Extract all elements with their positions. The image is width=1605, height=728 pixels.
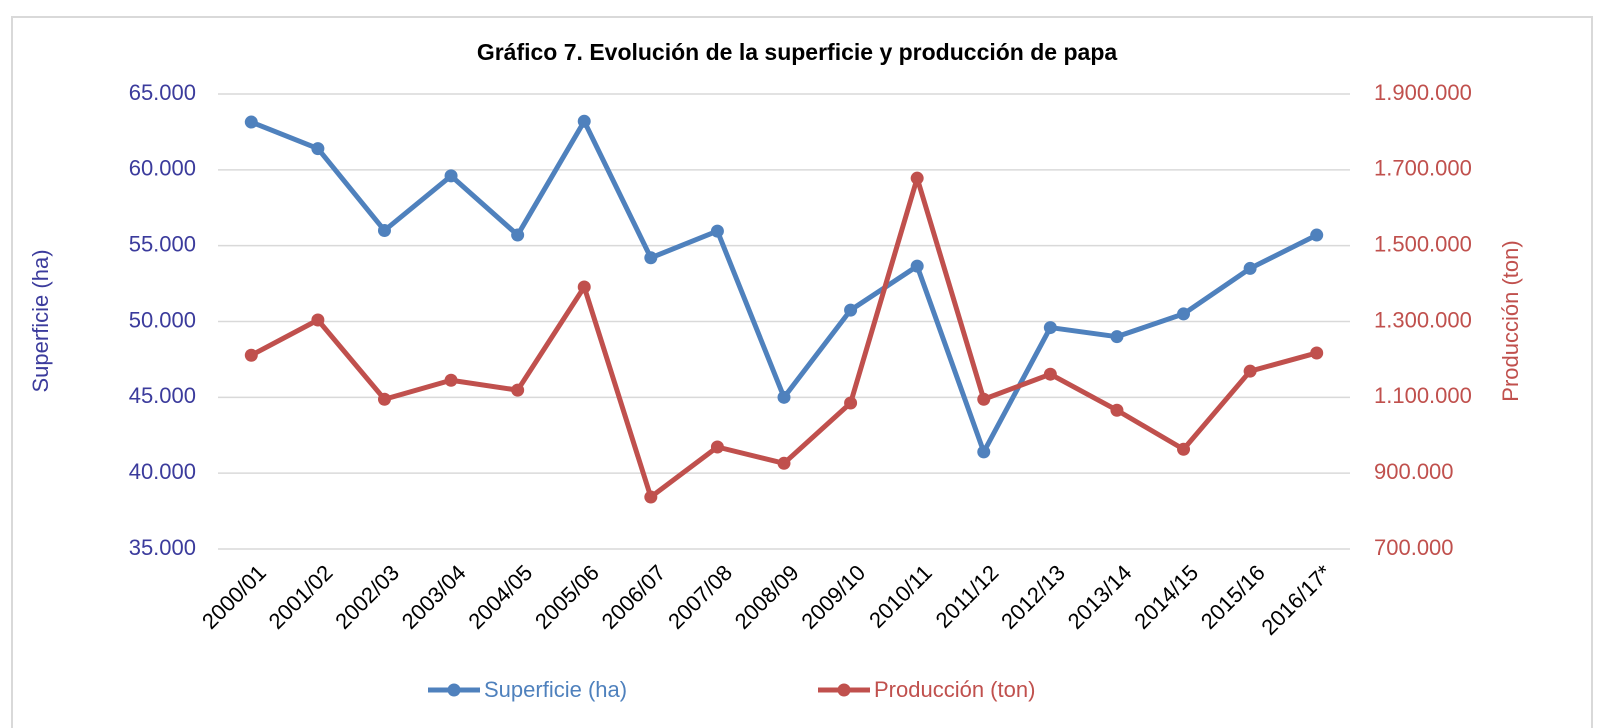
- point: [244, 115, 258, 129]
- legend-marker: [837, 683, 851, 697]
- y-axis-title: Superficie (ha): [28, 249, 53, 392]
- point: [244, 348, 258, 362]
- point: [377, 392, 391, 406]
- point: [1177, 307, 1191, 321]
- point: [1043, 321, 1057, 335]
- y2-axis-title: Producción (ton): [1498, 240, 1523, 401]
- point: [444, 169, 458, 183]
- point: [1110, 403, 1124, 417]
- point: [577, 114, 591, 128]
- point: [644, 490, 658, 504]
- y2-tick-label: 1.900.000: [1374, 80, 1472, 105]
- y-tick-label: 45.000: [129, 383, 196, 408]
- point: [1043, 367, 1057, 381]
- point: [377, 224, 391, 237]
- point: [1177, 442, 1191, 456]
- y2-tick-label: 1.700.000: [1374, 156, 1472, 181]
- point: [977, 445, 991, 459]
- point: [311, 313, 325, 327]
- point: [910, 259, 924, 273]
- point: [1243, 364, 1257, 378]
- legend-marker: [447, 683, 461, 697]
- y-tick-label: 60.000: [129, 156, 196, 181]
- chart-title: Gráfico 7. Evolución de la superficie y …: [477, 39, 1118, 65]
- point: [1110, 330, 1124, 344]
- y2-tick-label: 700.000: [1374, 535, 1454, 560]
- y-tick-label: 50.000: [129, 307, 196, 332]
- point: [844, 396, 858, 410]
- y-tick-label: 35.000: [129, 535, 196, 560]
- point: [511, 383, 525, 397]
- point: [910, 171, 924, 185]
- y-tick-label: 55.000: [129, 231, 196, 256]
- y-tick-label: 65.000: [129, 80, 196, 105]
- point: [644, 251, 658, 265]
- point: [777, 390, 791, 404]
- point: [1310, 346, 1324, 360]
- point: [511, 228, 525, 242]
- y2-tick-label: 1.300.000: [1374, 307, 1472, 332]
- point: [710, 224, 724, 238]
- legend-label: Superficie (ha): [484, 677, 627, 702]
- point: [977, 392, 991, 406]
- point: [1243, 261, 1257, 275]
- y-tick-label: 40.000: [129, 459, 196, 484]
- y2-tick-label: 900.000: [1374, 459, 1454, 484]
- y2-tick-label: 1.100.000: [1374, 383, 1472, 408]
- point: [777, 456, 791, 470]
- point: [577, 280, 591, 294]
- point: [311, 142, 325, 156]
- point: [844, 303, 858, 317]
- y2-tick-label: 1.500.000: [1374, 231, 1472, 256]
- point: [444, 373, 458, 387]
- point: [710, 440, 724, 454]
- legend-label: Producción (ton): [874, 677, 1035, 702]
- point: [1310, 228, 1324, 242]
